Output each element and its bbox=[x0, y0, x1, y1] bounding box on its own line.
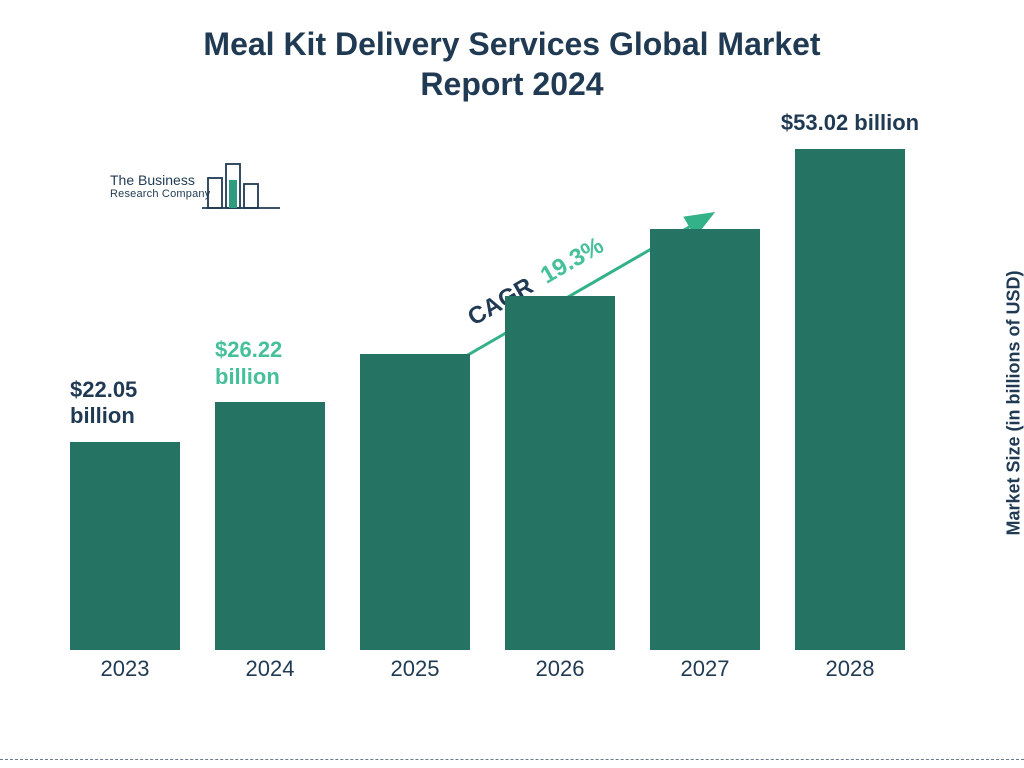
bar bbox=[505, 296, 615, 650]
bar-value-label: $53.02 billion bbox=[765, 110, 935, 136]
title-line1: Meal Kit Delivery Services Global Market bbox=[203, 26, 820, 62]
bar bbox=[360, 354, 470, 650]
chart-title: Meal Kit Delivery Services Global Market… bbox=[0, 24, 1024, 104]
bar bbox=[215, 402, 325, 650]
bar-chart: CAGR 19.3% $22.05billion$26.22billion$53… bbox=[70, 130, 940, 690]
x-tick-label: 2028 bbox=[795, 656, 905, 682]
bar-value-label: $26.22billion bbox=[215, 337, 335, 390]
title-line2: Report 2024 bbox=[420, 66, 603, 102]
plot-area: CAGR 19.3% $22.05billion$26.22billion$53… bbox=[70, 130, 940, 650]
x-tick-label: 2023 bbox=[70, 656, 180, 682]
x-axis: 2023 2024 2025 2026 2027 2028 bbox=[70, 650, 940, 690]
bar bbox=[650, 229, 760, 650]
x-tick-label: 2027 bbox=[650, 656, 760, 682]
x-tick-label: 2025 bbox=[360, 656, 470, 682]
x-tick-label: 2024 bbox=[215, 656, 325, 682]
divider-dashed bbox=[0, 759, 1024, 760]
y-axis-label: Market Size (in billions of USD) bbox=[1004, 271, 1024, 536]
bar bbox=[795, 149, 905, 650]
x-tick-label: 2026 bbox=[505, 656, 615, 682]
bar bbox=[70, 442, 180, 650]
bar-value-label: $22.05billion bbox=[70, 377, 190, 430]
